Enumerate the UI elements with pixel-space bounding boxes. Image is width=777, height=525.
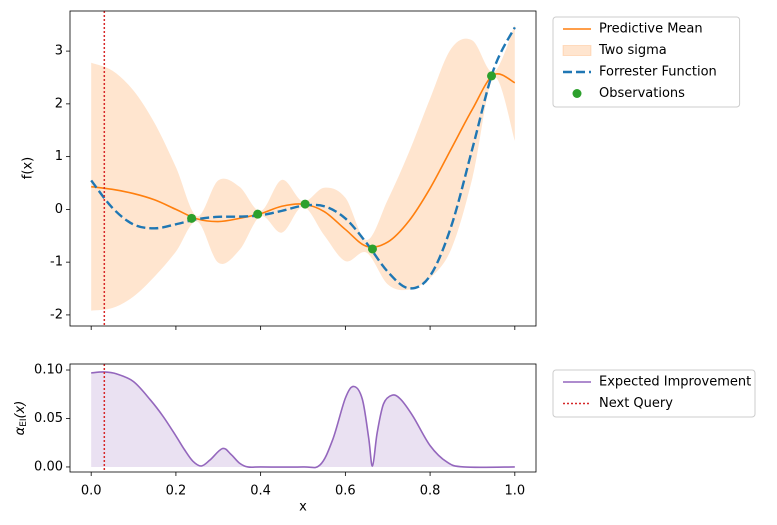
y-tick-label: -1 [50,255,63,270]
x-tick-label: 0.8 [420,484,441,499]
y-tick-label: 0.05 [34,411,63,426]
legend-label: Forrester Function [599,65,717,80]
y-label-part: α [13,426,28,435]
y-axis-label: αEI(x) [13,401,29,436]
mean-line [91,371,515,469]
legend-key [572,89,582,98]
legend-frame [552,16,741,108]
legend-label: Next Query [599,396,673,411]
legend-key [562,45,592,56]
y-tick-label: -2 [50,307,63,322]
area-fill [91,371,515,468]
legend-label: Predictive Mean [599,22,703,37]
y-axis-label: f(x) [21,157,36,179]
observation [253,209,263,219]
x-tick-label: 0.2 [166,484,187,499]
legend: Predictive Mean Two sigma Forrester Functi… [552,16,741,108]
axes-frame [69,363,537,473]
legend-label: Two sigma [598,43,667,58]
plot-area [91,364,515,472]
observation [300,199,310,209]
sigma-band [91,24,515,311]
x-tick-label: 1.0 [504,484,525,499]
legend-label: Observations [599,86,685,101]
x-tick-label: 0.4 [250,484,271,499]
y-tick-label: 0 [55,202,63,217]
observation [187,213,197,223]
x-tick-label: 0.0 [81,484,102,499]
plot-area [90,11,516,326]
observation [487,71,497,81]
y-tick-label: 1 [55,149,63,164]
y-tick-label: 0.10 [34,363,63,378]
axes-frame [69,10,537,327]
legend: Expected Improvement Next Query [552,369,756,418]
x-axis-label: x [299,500,307,515]
x-tick-label: 0.6 [335,484,356,499]
observation [367,244,377,254]
legend-frame [552,369,756,418]
y-tick-label: 3 [55,44,63,59]
y-tick-label: 2 [55,96,63,111]
y-label-part: EI [19,418,29,426]
legend-label: Expected Improvement [599,375,751,390]
y-tick-label: 0.00 [34,459,63,474]
y-label-part: (x) [13,401,28,419]
